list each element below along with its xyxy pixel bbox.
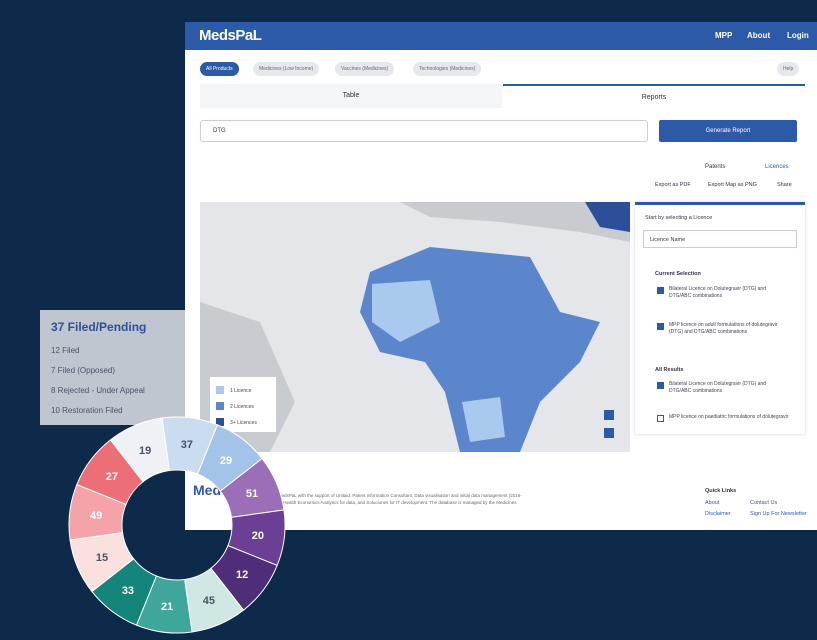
panel-title: Start by selecting a Licence [645,215,713,221]
footer-link[interactable]: Sign Up For Newsletter [750,511,807,517]
segment-label: 49 [90,510,102,522]
licence-panel: Start by selecting a Licence Licence Nam… [635,202,805,434]
header: MedsPaL MPP About Login [185,22,817,50]
view-tab[interactable]: Licences [765,164,789,170]
status-card: 37 Filed/Pending 12 Filed 7 Filed (Oppos… [40,310,185,425]
view-tab[interactable]: Patents [705,164,726,170]
segment-label: 19 [139,445,151,457]
footer-link[interactable]: About [705,500,720,506]
tab[interactable]: Table [200,84,502,108]
licence-item: Bilateral Licence on Dolutegravir (DTG) … [669,381,766,394]
browser-window: MedsPaL MPP About Login All Products Med… [185,22,817,530]
segment-label: 29 [220,455,232,467]
footer-heading: Quick Links [705,488,737,494]
legend-swatch [216,386,224,394]
segment-label: 15 [96,552,108,564]
region-licensed [585,202,630,232]
map: 1 Licence 2 Licences 3+ Licences [200,202,630,452]
section-title: Current Selection [655,271,701,277]
region-licensed [462,397,505,442]
licence-item: Bilateral Licence on Dolutegravir (DTG) … [669,286,766,299]
filter-pill[interactable]: Medicines (Low Income) [253,62,320,76]
zoom-out[interactable] [604,428,614,438]
filter-pill[interactable]: Technologies (Medicines) [413,62,482,76]
checkbox[interactable] [657,382,664,389]
licence-item: MPP licence on adult formulations of dol… [669,322,778,335]
zoom-in[interactable] [604,410,614,420]
licence-item: MPP licence on paediatric formulations o… [669,414,789,420]
segment-label: 27 [106,471,118,483]
checkbox[interactable] [657,415,664,422]
legend-label: 1 Licence [230,388,252,394]
segment-label: 20 [252,530,264,542]
segment-label: 21 [161,601,173,613]
donut-segment [109,417,170,483]
filter-pill[interactable]: All Products [200,62,239,76]
legend-swatch [216,402,224,410]
checkbox[interactable] [657,287,664,294]
segment-label: 12 [236,569,248,581]
status-line: 12 Filed [51,346,80,355]
nav-link[interactable]: About [747,31,771,40]
export-link[interactable]: Export Map as PNG [708,182,757,188]
status-line: 10 Restoration Filed [51,406,123,415]
filter-pill[interactable]: Vaccines (Medicines) [335,62,395,76]
checkbox[interactable] [657,323,664,330]
status-total: 37 Filed/Pending [51,320,147,334]
generate-button[interactable]: Generate Report [659,120,797,142]
footer-link[interactable]: Disclaimer [705,511,731,517]
logo: MedsPaL [199,27,262,44]
section-title: All Results [655,367,684,373]
nav-link[interactable]: MPP [715,31,733,40]
help-button[interactable]: Help [777,62,800,76]
legend-swatch [216,418,224,426]
segment-label: 45 [203,595,215,607]
segment-label: 51 [246,488,258,500]
land [200,202,630,242]
footer-link[interactable]: Contact Us [750,500,778,506]
segment-label: 33 [122,585,134,597]
status-line: 8 Rejected - Under Appeal [51,386,145,395]
export-link[interactable]: Export as PDF [655,182,691,188]
segment-label: 37 [181,439,193,451]
region-licensed [372,280,440,342]
export-link[interactable]: Share [777,182,792,188]
status-line: 7 Filed (Opposed) [51,366,116,375]
legend-label: 3+ Licences [230,420,257,426]
tab[interactable]: Reports [503,84,805,108]
legend-label: 2 Licences [230,404,254,410]
licence-input[interactable]: Licence Name [643,230,797,248]
product-select[interactable]: DTG [200,120,648,142]
nav-link[interactable]: Login [787,31,809,40]
